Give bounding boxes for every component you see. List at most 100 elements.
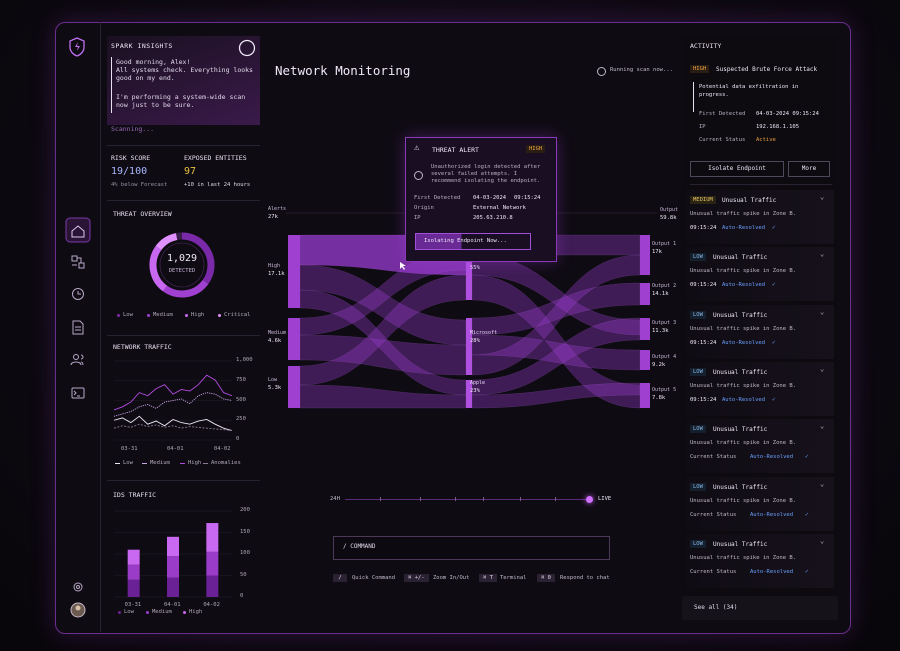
- activity-item[interactable]: [686, 419, 834, 474]
- featured-action[interactable]: Isolate Endpoint: [690, 161, 784, 177]
- legend-label: Low: [123, 460, 133, 466]
- featured-field-label: IP: [699, 124, 706, 130]
- featured-rule: [693, 82, 694, 112]
- activity-item[interactable]: [686, 533, 834, 588]
- sankey-vendor-value: 23%: [470, 388, 480, 394]
- legend-dot: [185, 314, 188, 317]
- item-status: Auto-Resolved: [750, 454, 794, 461]
- legend-label: Low: [124, 609, 134, 615]
- exposed-label: EXPOSED ENTITIES: [184, 154, 247, 162]
- timeline-handle[interactable]: [586, 496, 593, 503]
- sankey-output-value: 9.2k: [652, 362, 666, 368]
- legend-dot: [146, 611, 149, 614]
- sankey-vendor-label: Microsoft: [470, 330, 498, 336]
- timeline-track: [345, 499, 590, 500]
- command-input[interactable]: [333, 536, 610, 560]
- ids-traffic-title: IDS TRAFFIC: [113, 491, 157, 499]
- bar-segment: [206, 551, 219, 576]
- activity-title: ACTIVITY: [690, 42, 722, 50]
- exposed-note: +10 in last 24 hours: [184, 182, 251, 188]
- item-title: Unusual Traffic: [713, 426, 768, 434]
- y-tick-label: 200: [240, 507, 250, 513]
- separator: [107, 480, 260, 481]
- legend-label: Low: [123, 312, 133, 318]
- alert-field-value: 09:15:24: [514, 195, 541, 201]
- network-traffic-title: NETWORK TRAFFIC: [113, 343, 172, 351]
- item-title: Unusual Traffic: [713, 483, 768, 491]
- activity-item[interactable]: [686, 361, 834, 416]
- sankey-source-value: 5.3k: [268, 385, 282, 391]
- legend-dot: [117, 314, 120, 317]
- sankey-output-value: 17k: [652, 249, 662, 255]
- y-tick-label: 150: [240, 528, 250, 535]
- legend-dot: [118, 611, 121, 614]
- timeline-tick: [483, 497, 484, 501]
- separator: [107, 200, 260, 201]
- bar-segment: [206, 523, 219, 552]
- nav-history[interactable]: [72, 288, 84, 300]
- featured-action[interactable]: More: [788, 161, 830, 177]
- bar-segment: [167, 577, 179, 597]
- item-status: Auto-Resolved: [722, 225, 766, 231]
- legend-swatch: [203, 463, 208, 464]
- sankey-output-label: Output 2: [652, 283, 677, 289]
- sankey-source-label: Medium: [268, 330, 287, 336]
- item-description: Unusual traffic spike in Zone B.: [690, 554, 796, 561]
- separator: [107, 335, 260, 336]
- featured-rule: [690, 184, 832, 185]
- see-all[interactable]: See all (34): [694, 604, 738, 611]
- featured-field-label: Current Status: [699, 137, 746, 143]
- insights-messages: Good morning, Alex! All systems check. Ev…: [116, 58, 254, 114]
- timeline-tick: [455, 497, 456, 501]
- sankey-source-label: High: [268, 263, 281, 269]
- donut-segment: [162, 279, 209, 298]
- sankey-vendor-value: 55%: [470, 265, 480, 271]
- y-tick-label: 750: [236, 376, 246, 383]
- threat-total: 1,029: [166, 253, 198, 264]
- donut-segment: [149, 245, 168, 292]
- command-placeholder: / COMMAND: [343, 543, 376, 550]
- y-tick-label: 1,000: [236, 357, 253, 363]
- featured-description: Potential data exfiltration in progress.: [699, 84, 799, 98]
- sankey-node: [640, 283, 650, 305]
- item-badge: LOW: [690, 482, 706, 491]
- settings[interactable]: [73, 582, 83, 592]
- item-description: Unusual traffic spike in Zone B.: [690, 211, 796, 217]
- shortcut-key: ⌘ 0: [537, 574, 555, 582]
- nav-reports[interactable]: [72, 320, 84, 335]
- y-tick-label: 0: [236, 436, 240, 442]
- item-title: Unusual Traffic: [713, 368, 768, 376]
- cursor: [400, 262, 406, 270]
- sankey-node: [288, 366, 300, 408]
- alert-field-value: External Network: [473, 205, 526, 211]
- legend-dot: [218, 314, 221, 317]
- legend-label: High: [188, 460, 202, 466]
- sankey-output-label: Output 3: [652, 320, 677, 326]
- featured-field-label: First Detected: [699, 111, 746, 117]
- featured-field-value: Active: [756, 137, 776, 143]
- item-chevron: ⌄: [820, 536, 825, 545]
- legend-label: Medium: [152, 609, 172, 615]
- alert-action[interactable]: Isolating Endpoint Now...: [415, 233, 531, 250]
- item-time: 09:15:24: [690, 396, 717, 403]
- item-chevron: ⌄: [820, 364, 825, 373]
- item-status: Auto-Resolved: [722, 396, 766, 403]
- sankey-output-label: Output 1: [652, 241, 677, 247]
- nav-terminal[interactable]: [71, 387, 85, 399]
- item-badge: LOW: [690, 310, 706, 319]
- item-chevron: ⌄: [820, 250, 825, 259]
- item-check: ✓: [772, 338, 776, 346]
- risk-note: 4% below Forecast: [111, 182, 168, 188]
- activity-item[interactable]: [686, 476, 834, 531]
- nav-users[interactable]: [73, 354, 79, 360]
- sankey-output-label: Output 4: [652, 354, 677, 360]
- item-chevron: ⌄: [820, 422, 825, 431]
- sankey-node: [288, 318, 300, 360]
- activity-item[interactable]: [686, 304, 834, 359]
- activity-item[interactable]: [686, 247, 834, 302]
- main-title: Network Monitoring: [275, 63, 411, 78]
- item-time: 09:15:24: [690, 282, 717, 289]
- timeline-tick: [555, 497, 556, 501]
